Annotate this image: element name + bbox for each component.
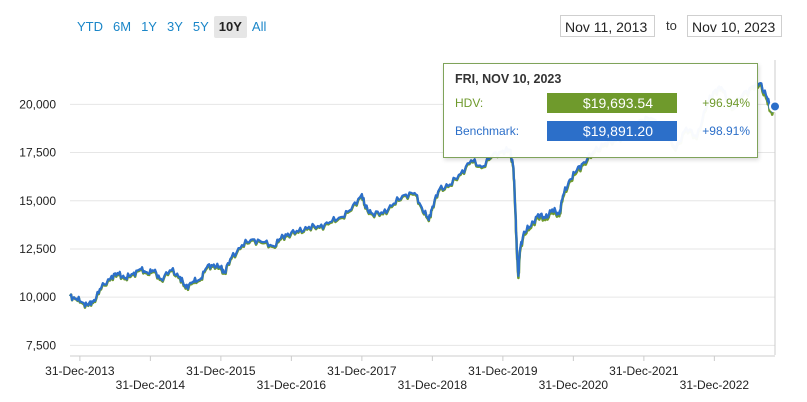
y-tick-label: 20,000 <box>19 97 56 111</box>
y-tick-label: 15,000 <box>19 194 56 208</box>
x-tick-label: 31-Dec-2013 <box>45 364 115 378</box>
y-axis-labels: 7,500 10,000 12,500 15,000 17,500 20,000 <box>19 97 56 352</box>
tooltip-benchmark-percent: +98.91% <box>702 124 750 138</box>
range-ytd-button[interactable]: YTD <box>77 19 103 34</box>
range-10y-button[interactable]: 10Y <box>213 16 247 38</box>
chart-tooltip: FRI, NOV 10, 2023 HDV: $19,693.54 +96.94… <box>443 63 758 158</box>
range-all-button[interactable]: All <box>251 19 267 34</box>
x-tick-label: 31-Dec-2020 <box>539 378 609 392</box>
y-tick-label: 10,000 <box>19 290 56 304</box>
tooltip-benchmark-label: Benchmark: <box>455 124 520 138</box>
x-tick-label: 31-Dec-2016 <box>257 378 327 392</box>
hover-marker <box>769 100 781 113</box>
x-tick-label: 31-Dec-2019 <box>468 364 538 378</box>
y-tick-label: 17,500 <box>19 146 56 160</box>
date-to-input[interactable]: Nov 10, 2023 <box>687 15 782 37</box>
x-axis-labels: 31-Dec-201331-Dec-201431-Dec-201531-Dec-… <box>45 355 775 392</box>
x-tick-label: 31-Dec-2018 <box>398 378 468 392</box>
tooltip-benchmark-row: Benchmark: $19,891.20 +98.91% <box>455 121 750 141</box>
x-tick-label: 31-Dec-2014 <box>116 378 186 392</box>
tooltip-date: FRI, NOV 10, 2023 <box>455 72 562 86</box>
tooltip-hdv-row: HDV: $19,693.54 +96.94% <box>455 93 750 113</box>
date-from-input[interactable]: Nov 11, 2013 <box>560 15 655 37</box>
range-6m-button[interactable]: 6M <box>113 19 132 34</box>
range-3y-button[interactable]: 3Y <box>166 19 183 34</box>
y-tick-label: 7,500 <box>26 338 56 352</box>
range-selector: YTD 6M 1Y 3Y 5Y 10Y All <box>72 16 271 38</box>
date-range-separator: to <box>666 18 677 33</box>
tooltip-hdv-label: HDV: <box>455 96 484 110</box>
tooltip-benchmark-value: $19,891.20 <box>547 121 677 141</box>
range-1y-button[interactable]: 1Y <box>141 19 157 34</box>
x-tick-label: 31-Dec-2015 <box>186 364 256 378</box>
y-tick-label: 12,500 <box>19 242 56 256</box>
range-5y-button[interactable]: 5Y <box>192 19 209 34</box>
tooltip-hdv-value: $19,693.54 <box>547 93 677 113</box>
tooltip-hdv-percent: +96.94% <box>702 96 750 110</box>
x-tick-label: 31-Dec-2017 <box>327 364 397 378</box>
gridlines <box>70 103 775 346</box>
x-tick-label: 31-Dec-2022 <box>680 378 750 392</box>
x-tick-label: 31-Dec-2021 <box>609 364 679 378</box>
